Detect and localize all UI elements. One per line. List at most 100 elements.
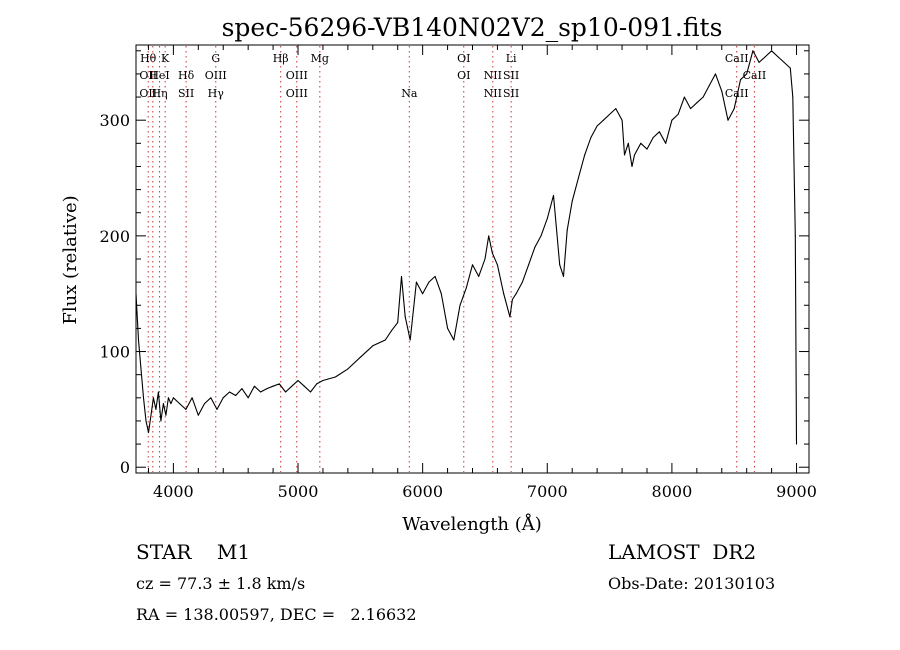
spectrum-point xyxy=(347,368,349,370)
line-marker-label: Hγ xyxy=(208,87,225,100)
line-marker-label: Mg xyxy=(311,52,329,65)
line-marker-label: OI xyxy=(457,69,470,82)
line-marker-label: K xyxy=(161,52,170,65)
spectrum-point xyxy=(172,397,174,399)
spectrum-point xyxy=(596,125,598,127)
line-marker-label: G xyxy=(211,52,220,65)
spectrum-point xyxy=(167,397,169,399)
spectrum-point xyxy=(179,403,181,405)
spectrum-point xyxy=(540,235,542,237)
survey-name: LAMOST DR2 xyxy=(608,540,757,564)
spectrum-point xyxy=(465,287,467,289)
spectrum-point xyxy=(577,177,579,179)
line-marker-label: CaII xyxy=(725,52,749,65)
spectral-line-markers: HθOIIOIIHeIHηKHδSIIGOIIIHγHβOIIIOIIIMgNa… xyxy=(139,46,766,472)
spectrum-point xyxy=(322,380,324,381)
spectrum-point xyxy=(621,119,623,121)
spectrum-point xyxy=(511,299,513,300)
spectrum-point xyxy=(566,229,568,231)
spectrum-point xyxy=(634,154,635,156)
spectrum-point xyxy=(266,388,268,390)
spectrum-point xyxy=(624,154,625,156)
spectrum-point xyxy=(235,395,237,396)
spectrum-point xyxy=(285,391,287,393)
spectrum-point xyxy=(696,102,698,104)
spectrum-point xyxy=(563,275,564,277)
spectrum-point xyxy=(783,61,785,63)
spectrum-point xyxy=(796,443,797,445)
spectrum-point xyxy=(509,316,511,318)
spectrum-point xyxy=(758,61,760,63)
spectrum-point xyxy=(260,391,262,393)
line-marker-label: OIII xyxy=(286,87,308,100)
spectrum-point xyxy=(690,108,692,110)
line-marker-label: Hη xyxy=(151,87,167,100)
line-marker-label: Hβ xyxy=(273,52,289,65)
spectrum-point xyxy=(715,73,716,75)
line-marker-label: CaII xyxy=(725,87,749,100)
spectrum-point xyxy=(397,322,399,324)
spectrum-point xyxy=(553,194,554,196)
spectrum-point xyxy=(515,293,517,295)
line-marker-label: Na xyxy=(401,87,418,100)
spectrum-point xyxy=(771,50,773,52)
plot-frame xyxy=(135,44,810,474)
spectrum-point xyxy=(702,96,704,98)
spectrum-point xyxy=(794,235,796,237)
spectrum-point xyxy=(615,108,617,110)
chart-title: spec-56296-VB140N02V2_sp10-091.fits xyxy=(222,13,723,42)
spectrum-point xyxy=(484,258,486,260)
spectrum-point xyxy=(459,304,461,306)
spectrum-point xyxy=(155,408,157,410)
spectrum-point xyxy=(401,275,402,277)
spectrum-point xyxy=(152,397,154,399)
spectrum-point xyxy=(546,218,548,219)
spectrum-point xyxy=(165,414,167,416)
line-marker-label: SII xyxy=(503,69,519,82)
spectrum-point xyxy=(160,420,162,422)
line-marker-label: NII xyxy=(484,69,502,82)
x-tick-label: 6000 xyxy=(402,482,443,501)
spectrum-point xyxy=(204,403,205,405)
line-marker-label: Hθ xyxy=(140,52,157,65)
spectrum-point xyxy=(746,73,748,75)
spectrum-point xyxy=(478,275,480,277)
spectrum-plot-area xyxy=(135,50,798,445)
spectrum-point xyxy=(640,142,642,144)
spectrum-point xyxy=(472,264,473,266)
spectrum-point xyxy=(253,385,255,387)
x-axis-label: Wavelength (Å) xyxy=(402,513,542,535)
object-class: STAR M1 xyxy=(136,540,251,564)
spectrum-point xyxy=(721,90,723,92)
spectrum-point xyxy=(310,391,311,393)
spectrum-point xyxy=(571,200,573,202)
spectrum-point xyxy=(272,385,274,387)
redshift-value: cz = 77.3 ± 1.8 km/s xyxy=(136,574,306,593)
spectrum-point xyxy=(247,397,249,399)
spectrum-point xyxy=(278,383,280,385)
spectrum-point xyxy=(222,397,224,399)
spectrum-point xyxy=(665,142,667,144)
line-marker-label: Hδ xyxy=(178,69,195,82)
spectrum-point xyxy=(216,408,218,410)
spectrum-point xyxy=(162,403,164,405)
spectrum-point xyxy=(372,345,374,347)
spectrum-point xyxy=(503,293,505,295)
line-marker-label: Li xyxy=(506,52,517,65)
spectrum-point xyxy=(671,119,673,121)
line-marker-label: NII xyxy=(484,87,502,100)
line-marker-label: SII xyxy=(503,87,519,100)
spectrum-point xyxy=(627,142,629,144)
spectrum-line xyxy=(135,50,798,445)
y-tick-label: 300 xyxy=(99,111,130,130)
spectrum-point xyxy=(440,293,442,295)
spectrum-point xyxy=(683,96,685,98)
x-tick-label: 9000 xyxy=(776,482,817,501)
spectrum-point xyxy=(652,137,654,138)
spectrum-point xyxy=(496,264,498,266)
spectrum-point xyxy=(297,380,299,381)
y-axis-label: Flux (relative) xyxy=(60,195,81,324)
spectrum-point xyxy=(792,96,794,98)
y-tick-label: 0 xyxy=(120,458,130,477)
